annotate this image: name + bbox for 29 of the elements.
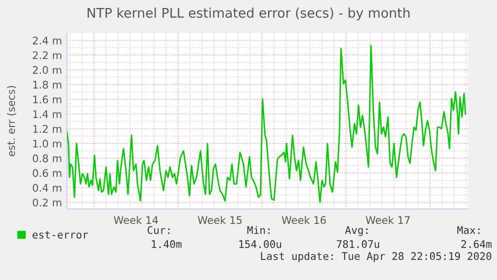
y-tick-label: 2.2 m: [32, 51, 62, 60]
text: Avg:: [345, 226, 368, 236]
chart-title: NTP kernel PLL estimated error (secs) - by month: [88, 8, 410, 20]
y-tick-label: 1.0 m: [33, 140, 62, 148]
text: 2.64m: [461, 240, 492, 248]
y-axis-title: est. err (secs): [6, 86, 16, 156]
x-tick-label: Week 17: [366, 216, 410, 224]
y-tick-label: 2.0 m: [32, 66, 62, 74]
y-tick-label: 1.4 m: [33, 110, 62, 118]
text: Cur:: [148, 226, 170, 234]
x-tick-label: Week 16: [282, 216, 326, 224]
y-tick-label: 1.8 m: [33, 80, 62, 89]
y-tick-label: 2.4 m: [32, 36, 62, 44]
text: Min:: [247, 226, 270, 234]
y-tick-label: 0.2 m: [32, 198, 62, 206]
line-series: [67, 44, 466, 204]
text: 154.00u: [239, 240, 282, 248]
y-tick-label: 1.6 m: [33, 96, 62, 104]
y-tick-label: 0.6 m: [32, 169, 62, 178]
text: 781.07u: [336, 240, 380, 248]
text: 1.40m: [152, 240, 182, 248]
text: Max:: [457, 226, 480, 234]
x-tick-label: Week 14: [114, 216, 158, 224]
x-tick-label: Week 15: [198, 216, 242, 224]
y-tick-label: 1.2 m: [33, 124, 62, 133]
text: Last update: Tue Apr 28 22:05:19 2020: [261, 252, 492, 262]
legend-label: est-error: [32, 231, 88, 239]
y-tick-label: 0.8 m: [32, 154, 62, 162]
y-tick-label: 0.4 m: [32, 184, 62, 192]
